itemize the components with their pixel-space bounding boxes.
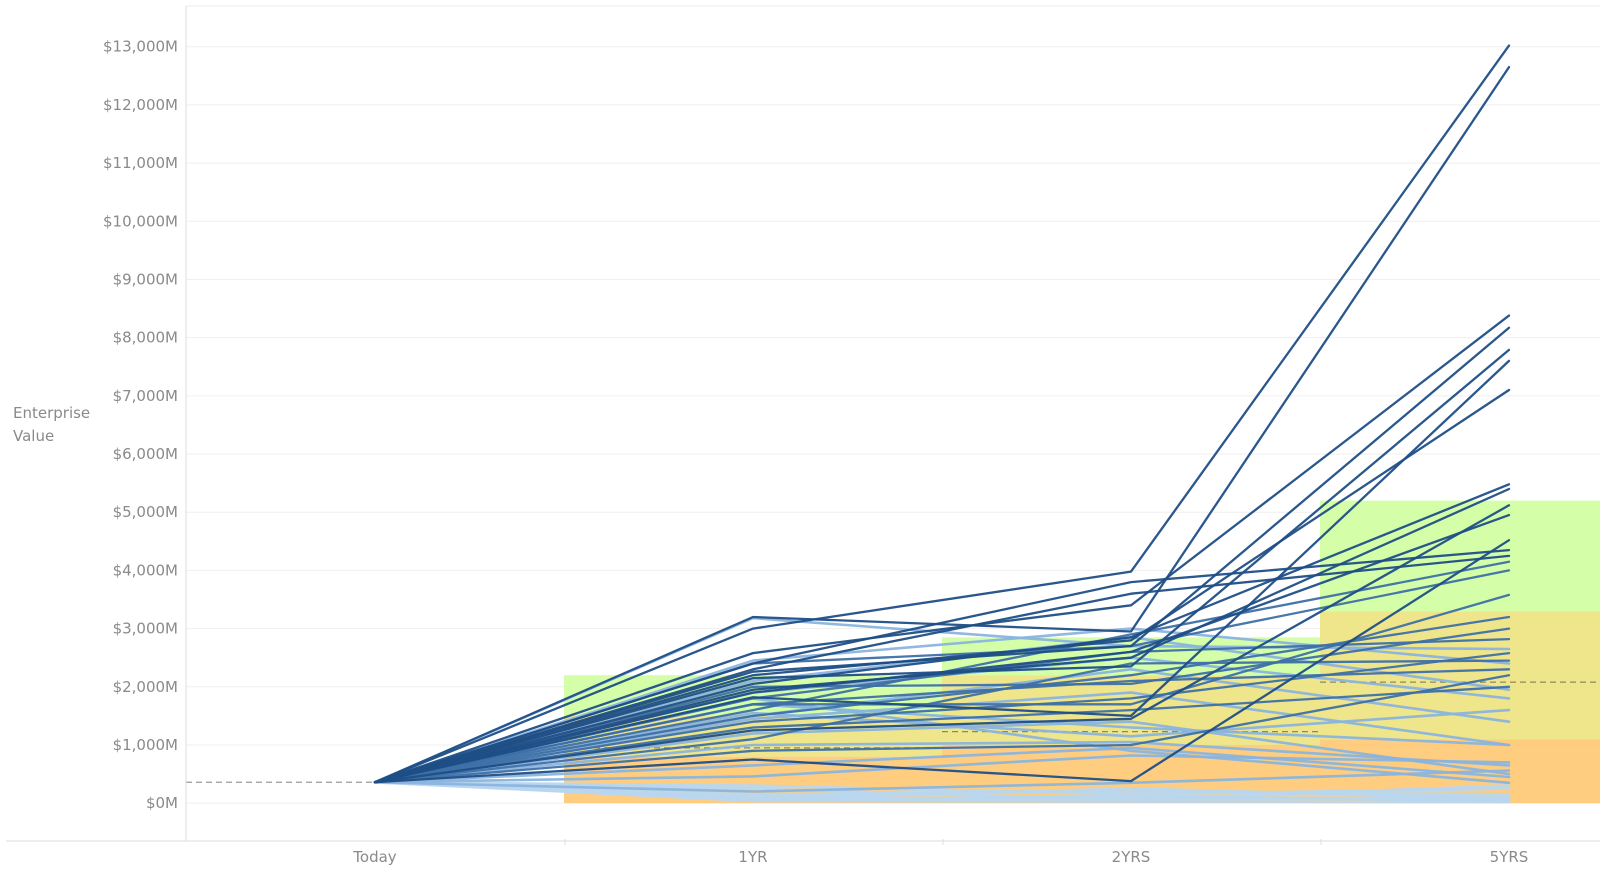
y-tick-label: $5,000M — [113, 503, 178, 521]
axes — [6, 6, 1600, 842]
y-tick-label: $2,000M — [113, 678, 178, 696]
series-line-13[interactable] — [373, 554, 1511, 784]
series-line-7[interactable] — [373, 388, 1511, 784]
series-line-8[interactable] — [373, 483, 1511, 784]
band-yellow-5YRS — [1320, 611, 1600, 740]
series-line-35[interactable] — [373, 720, 1511, 784]
y-tick-label: $4,000M — [113, 561, 178, 579]
series-line-19[interactable] — [373, 627, 1511, 784]
series-line-11[interactable] — [373, 513, 1511, 784]
series-line-34[interactable] — [373, 740, 1511, 784]
series-line-10[interactable] — [373, 504, 1511, 784]
y-tick-label: $7,000M — [113, 387, 178, 405]
series-line-12[interactable] — [373, 548, 1511, 784]
series-line-46[interactable] — [373, 780, 1511, 800]
x-tick-label-1yr: 1YR — [738, 848, 767, 866]
series-line-39[interactable] — [373, 769, 1511, 793]
series-line-2[interactable] — [373, 65, 1511, 784]
x-tick-label-today: Today — [352, 848, 397, 866]
y-tick-label: $12,000M — [103, 96, 178, 114]
x-tick-label-5yrs: 5YRS — [1490, 848, 1529, 866]
series-line-6[interactable] — [373, 359, 1511, 784]
y-tick-label: $6,000M — [113, 445, 178, 463]
series-line-9[interactable] — [373, 487, 1511, 784]
series-line-36[interactable] — [373, 746, 1511, 784]
y-tick-label: $10,000M — [103, 212, 178, 230]
y-axis-ticks[interactable]: $0M $1,000M $2,000M $3,000M $4,000M $5,000M $6… — [103, 38, 178, 812]
y-tick-label: $1,000M — [113, 736, 178, 754]
band-green-5YRS — [1320, 500, 1600, 612]
series-lines — [373, 44, 1511, 804]
y-tick-label: $9,000M — [113, 270, 178, 288]
series-line-24[interactable] — [373, 674, 1511, 784]
y-tick-label: $11,000M — [103, 154, 178, 172]
series-line-3[interactable] — [373, 314, 1511, 784]
y-tick-label: $0M — [146, 794, 178, 812]
y-axis-title-line-2: Value — [13, 427, 54, 445]
x-axis-ticks[interactable]: Today 1YR 2YRS 5YRS — [352, 848, 1528, 866]
gridlines — [186, 5, 1600, 845]
series-line-22[interactable] — [373, 659, 1511, 784]
y-tick-label: $3,000M — [113, 620, 178, 638]
y-axis-title-line-1: Enterprise — [13, 404, 90, 422]
series-line-37[interactable] — [373, 754, 1511, 784]
x-tick-label-2yrs: 2YRS — [1112, 848, 1151, 866]
y-tick-label: $13,000M — [103, 38, 178, 56]
series-line-23[interactable] — [373, 668, 1511, 784]
y-tick-label: $8,000M — [113, 329, 178, 347]
series-line-1[interactable] — [373, 44, 1511, 784]
series-line-14[interactable] — [373, 539, 1511, 784]
series-line-25[interactable] — [373, 685, 1511, 784]
